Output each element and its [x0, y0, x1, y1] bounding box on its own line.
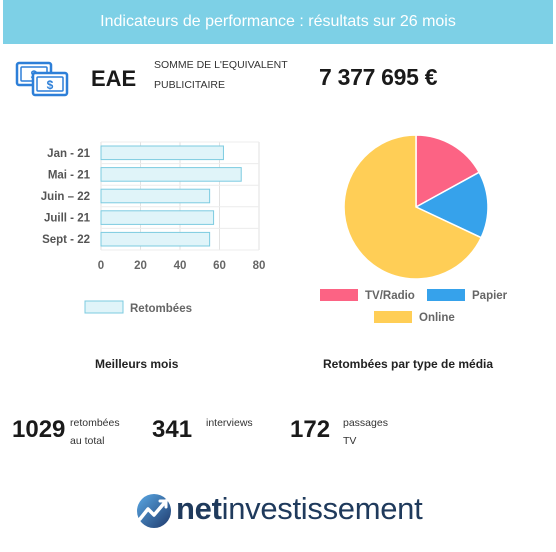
eae-description-line2: PUBLICITAIRE [154, 79, 225, 91]
stat-total-number: 1029 [12, 416, 66, 443]
bar-category-label: Mai - 21 [48, 169, 91, 181]
stat-interviews-label-line1: interviews [206, 417, 253, 429]
netinvestissement-logo-icon [137, 494, 171, 528]
bar-tick-label: 60 [213, 260, 226, 272]
best-months-bar-chart: Jan - 21 Mai - 21 Juin – 22 Juill - 21 Sept … [41, 141, 266, 315]
logo-text-investissement: investissement [221, 491, 423, 526]
eae-description-line1: SOMME DE L'EQUIVALENT [154, 59, 288, 71]
bar-category-label: Sept - 22 [42, 234, 90, 246]
pie-legend-swatch [374, 311, 412, 323]
bar [100, 188, 211, 204]
pie-legend-label: TV/Radio [365, 290, 415, 302]
media-type-title: Retombées par type de média [323, 357, 494, 371]
best-months-title: Meilleurs mois [95, 357, 179, 371]
bar-category-label: Juill - 21 [44, 213, 91, 225]
pie-legend-swatch [320, 289, 358, 301]
logo-text-net: net [176, 491, 222, 526]
bar-category-label: Juin – 22 [41, 191, 90, 203]
bar [100, 210, 215, 225]
pie-legend-label: Online [419, 312, 455, 324]
stat-total-label-line1: retombées [70, 417, 120, 429]
bar-tick-label: 80 [253, 260, 266, 272]
bar-tick-label: 20 [134, 260, 147, 272]
stat-interviews-number: 341 [152, 416, 193, 443]
eae-value: 7 377 695 € [319, 64, 438, 90]
stat-tv-label: passages TV [343, 414, 433, 450]
pie-slice [415, 134, 481, 209]
stat-tv-label-line2: TV [343, 435, 357, 447]
bar-legend-swatch [84, 300, 124, 314]
eae-code: EAE [91, 66, 137, 91]
bar-category-label: Jan - 21 [47, 148, 90, 160]
money-icon: $ $ [15, 61, 69, 97]
media-type-pie-chart: TV/Radio Papier Online [320, 134, 508, 324]
eae-description: SOMME DE L'EQUIVALENT PUBLICITAIRE [154, 55, 304, 95]
pie-slice [414, 171, 489, 239]
stat-interviews-label: interviews [206, 414, 296, 432]
bar [100, 145, 224, 161]
pie-legend-label: Papier [472, 290, 508, 302]
page-title: Indicateurs de performance : résultats s… [100, 13, 456, 30]
pie-slice [343, 134, 483, 280]
bar-tick-label: 0 [98, 260, 104, 272]
stat-tv-label-line1: passages [343, 417, 388, 429]
pie-legend-swatch [427, 289, 465, 301]
stat-tv-number: 172 [290, 416, 331, 443]
stat-total-label-line2: au total [70, 435, 105, 447]
bar-tick-label: 40 [174, 260, 187, 272]
bar [100, 231, 211, 247]
bar [100, 167, 242, 182]
stat-total-label: retombées au total [70, 414, 160, 450]
svg-text:$: $ [47, 78, 54, 92]
netinvestissement-logo-text: netinvestissement [176, 491, 423, 527]
header-banner: Indicateurs de performance : résultats s… [3, 0, 553, 44]
bar-legend-label: Retombées [130, 303, 192, 315]
